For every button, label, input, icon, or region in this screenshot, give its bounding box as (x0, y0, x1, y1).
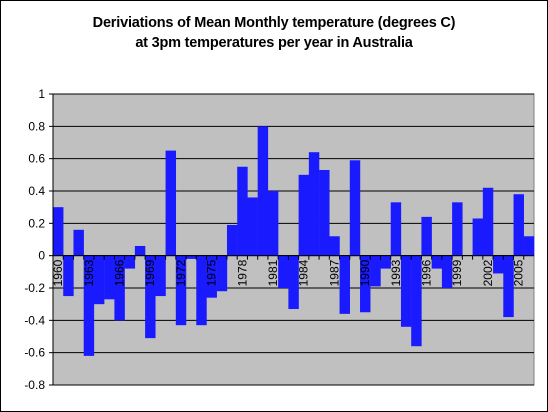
bar-1964 (93, 255, 105, 305)
y-tick-label-8: -0.6 (24, 346, 45, 360)
bar-1991 (370, 255, 381, 287)
y-tick-label-5: 0 (38, 249, 45, 263)
x-tick-label-2005: 2005 (512, 259, 526, 286)
bar-2002 (482, 187, 494, 256)
bar-2005 (513, 194, 524, 256)
bar-1968 (134, 245, 146, 256)
y-tick-label-6: -0.2 (24, 281, 45, 295)
bar-2004 (503, 255, 514, 318)
bar-1979 (247, 197, 258, 256)
bar-1993 (390, 202, 402, 256)
bar-1976 (216, 255, 228, 292)
y-tick-label-3: 0.4 (28, 184, 45, 198)
x-tick-label-1972: 1972 (174, 259, 188, 286)
x-tick-label-1996: 1996 (420, 259, 434, 286)
bar-1966 (114, 255, 125, 321)
bar-1961 (63, 255, 74, 297)
bar-1974 (196, 255, 207, 326)
bar-2003 (493, 255, 504, 274)
bar-1985 (308, 152, 320, 256)
bar-1988 (339, 255, 350, 314)
x-tick-label-1999: 1999 (450, 259, 464, 286)
x-tick-label-1966: 1966 (113, 259, 127, 286)
x-tick-label-1978: 1978 (235, 259, 249, 286)
bar-1977 (226, 224, 238, 256)
bar-1967 (124, 255, 136, 269)
bar-1975 (206, 255, 217, 298)
y-tick-label-4: 0.2 (28, 216, 45, 230)
bar-1965 (104, 255, 115, 300)
x-tick-label-1987: 1987 (327, 259, 341, 286)
bar-1963 (83, 255, 95, 356)
bar-1996 (421, 216, 432, 256)
chart-title: Deriviations of Mean Monthly temperature… (1, 13, 547, 53)
x-tick-label-2002: 2002 (481, 259, 495, 286)
bar-1969 (145, 255, 156, 339)
bar-1960 (53, 207, 64, 256)
x-tick-label-1984: 1984 (297, 259, 311, 286)
bar-1994 (400, 255, 412, 327)
x-tick-label-1981: 1981 (266, 259, 280, 286)
bar-1998 (441, 255, 453, 288)
x-tick-label-1960: 1960 (51, 259, 65, 286)
bar-1982 (278, 255, 289, 288)
bar-1989 (349, 160, 361, 256)
x-tick-label-1990: 1990 (358, 259, 372, 286)
x-tick-label-1975: 1975 (205, 259, 219, 286)
chart-title-line-2: at 3pm temperatures per year in Australi… (135, 35, 413, 51)
x-tick-label-1969: 1969 (143, 259, 157, 286)
bar-1981 (267, 191, 279, 256)
bar-1987 (329, 236, 340, 256)
bar-1972 (175, 255, 187, 326)
y-tick-label-1: 0.8 (28, 119, 45, 133)
bar-1992 (380, 255, 391, 269)
bar-1962 (73, 229, 84, 256)
chart-title-line-1: Deriviations of Mean Monthly temperature… (92, 15, 456, 31)
bar-1973 (186, 255, 197, 259)
y-tick-label-0: 1 (38, 87, 45, 101)
y-tick-label-7: -0.4 (24, 313, 45, 327)
y-tick-label-9: -0.8 (24, 378, 45, 392)
bar-1983 (288, 255, 299, 310)
x-tick-label-1993: 1993 (389, 259, 403, 286)
x-tick-label-1963: 1963 (82, 259, 96, 286)
bar-1990 (360, 255, 371, 313)
bar-2006 (523, 236, 535, 256)
bar-2001 (472, 218, 484, 256)
bar-1997 (431, 255, 443, 269)
bar-1971 (165, 150, 177, 256)
y-tick-label-2: 0.6 (28, 152, 45, 166)
bar-1986 (319, 169, 330, 256)
bar-1995 (411, 255, 422, 347)
bar-1999 (452, 202, 463, 256)
bar-1978 (237, 166, 248, 256)
bar-1980 (257, 126, 269, 256)
bar-1984 (298, 174, 310, 256)
bar-1970 (155, 255, 166, 297)
